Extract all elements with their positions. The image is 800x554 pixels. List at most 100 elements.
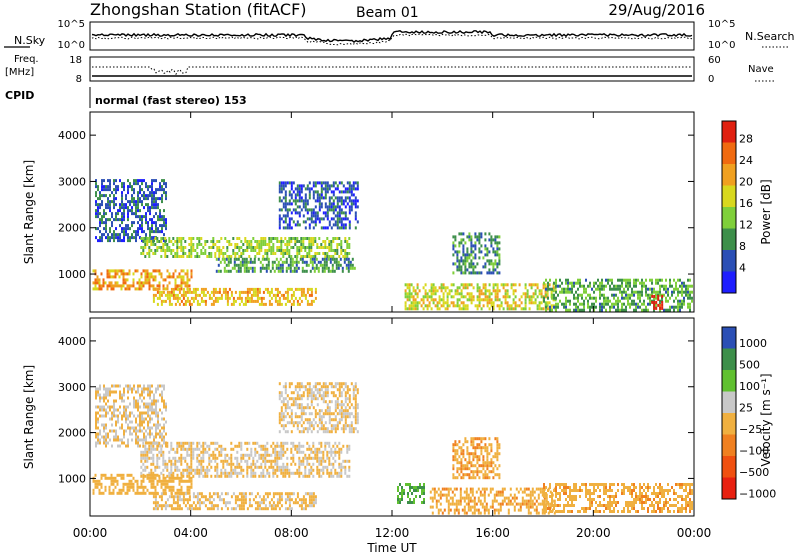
velocity-echo-region (152, 492, 317, 511)
velocity-echo-region (92, 473, 193, 495)
nave-label: Nave (748, 64, 774, 75)
time-axis-labels: 00:00 04:00 08:00 12:00 16:00 20:00 00:00 (73, 526, 712, 540)
time-tick-label: 16:00 (475, 526, 510, 540)
noise-tick-low: 10^0 (58, 40, 85, 51)
cpid-label: CPID (5, 89, 34, 102)
noise-tick-high: 10^5 (58, 19, 85, 30)
time-tick-label: 04:00 (173, 526, 208, 540)
velocity-colorbar-segment (722, 413, 736, 435)
velocity-ytick-label: 1000 (58, 472, 86, 485)
power-echo-region (278, 181, 359, 230)
station-title: Zhongshan Station (fitACF) (90, 0, 307, 19)
date-label: 29/Aug/2016 (608, 1, 705, 19)
velocity-echo-region (140, 441, 351, 478)
power-colorbar-label: Power [dB] (759, 179, 773, 244)
freq-unit: [MHz] (5, 67, 34, 78)
power-colorbar-segment (722, 164, 736, 186)
time-tick-label: 00:00 (73, 526, 108, 540)
velocity-echo-region (543, 483, 693, 513)
velocity-ytick-label: 3000 (58, 381, 86, 394)
power-echo-region (215, 257, 356, 273)
velocity-colorbar-tick: −500 (739, 466, 769, 479)
power-colorbar-tick: 12 (739, 219, 753, 232)
velocity-echo-region (397, 483, 425, 504)
power-colorbar-tick: 20 (739, 176, 753, 189)
nsky-label: N.Sky (14, 34, 46, 47)
velocity-colorbar-frame (721, 326, 737, 500)
velocity-colorbar-segment (722, 477, 736, 499)
power-range-ticks: 1000 2000 3000 4000 (58, 129, 694, 281)
power-echo-layer (92, 179, 693, 312)
power-colorbar-tick: 8 (739, 240, 746, 253)
velocity-echo-region (429, 487, 556, 515)
cpid-text: normal (fast stereo) 153 (95, 94, 247, 107)
power-colorbar-tick: 4 (739, 262, 746, 275)
velocity-colorbar-segment (722, 370, 736, 392)
nsearch-trace (91, 33, 693, 46)
power-colorbar-segment (722, 271, 736, 293)
velocity-colorbar-segment (722, 348, 736, 370)
power-time-ticks (89, 112, 695, 312)
velocity-colorbar-tick: 100 (739, 380, 760, 393)
power-ytick-label: 3000 (58, 175, 86, 188)
velocity-colorbar-segment (722, 327, 736, 349)
power-echo-region (152, 287, 317, 306)
velocity-colorbar: 1000 500 100 25 −25 −100 −500 −1000 (721, 326, 776, 500)
power-colorbar-tick: 24 (739, 154, 753, 167)
power-colorbar-segment (722, 250, 736, 272)
power-echo-region (651, 294, 664, 310)
velocity-time-ticks (89, 318, 695, 516)
power-colorbar: 4 8 12 16 20 24 28 (721, 120, 753, 294)
time-tick-label: 00:00 (677, 526, 712, 540)
velocity-colorbar-tick: 25 (739, 401, 753, 414)
nave-trace (92, 66, 692, 76)
power-echo-region (404, 283, 557, 311)
power-colorbar-segment (722, 228, 736, 250)
noise-panel (89, 21, 695, 51)
freq-tick-high: 18 (69, 55, 82, 66)
time-tick-label: 20:00 (576, 526, 611, 540)
freq-label: Freq. (14, 54, 39, 65)
velocity-ylabel: Slant Range [km] (22, 365, 36, 469)
nsearch-label: N.Search (745, 30, 795, 43)
velocity-range-ticks: 1000 2000 3000 4000 (58, 335, 694, 485)
power-colorbar-tick: 16 (739, 197, 753, 210)
power-ytick-label: 4000 (58, 129, 86, 142)
velocity-colorbar-segment (722, 434, 736, 456)
velocity-echo-region (95, 384, 167, 448)
power-colorbar-segment (722, 185, 736, 207)
nave-tick-low: 0 (708, 74, 714, 85)
power-echo-region (543, 278, 693, 312)
power-colorbar-segment (722, 121, 736, 143)
power-ytick-label: 1000 (58, 268, 86, 281)
velocity-echo-layer (92, 382, 693, 515)
time-axis-title: Time UT (366, 541, 417, 554)
velocity-colorbar-tick: −25 (739, 423, 762, 436)
power-colorbar-segment (722, 142, 736, 164)
power-echo-region (452, 232, 501, 275)
velocity-echo-region (452, 437, 501, 480)
power-colorbar-tick: 28 (739, 133, 753, 146)
velocity-colorbar-tick: 1000 (739, 337, 767, 350)
power-echo-region (95, 179, 167, 243)
velocity-echo-region (278, 382, 359, 434)
noise-tick-low-right: 10^0 (708, 40, 735, 51)
freq-tick-low: 8 (76, 74, 82, 85)
velocity-colorbar-tick: −1000 (739, 487, 776, 500)
velocity-colorbar-segment (722, 456, 736, 478)
power-colorbar-frame (721, 120, 737, 294)
nave-tick-high: 60 (708, 55, 721, 66)
velocity-colorbar-tick: 500 (739, 358, 760, 371)
beam-label: Beam 01 (356, 5, 419, 21)
power-echo-region (140, 237, 351, 258)
velocity-colorbar-label: Velocity [m s⁻¹] (759, 373, 773, 466)
nsky-trace (91, 30, 693, 43)
power-ytick-label: 2000 (58, 222, 86, 235)
power-colorbar-segment (722, 207, 736, 229)
noise-tick-high-right: 10^5 (708, 19, 735, 30)
velocity-ytick-label: 4000 (58, 335, 86, 348)
time-tick-label: 08:00 (274, 526, 309, 540)
time-tick-label: 12:00 (375, 526, 410, 540)
power-ylabel: Slant Range [km] (22, 160, 36, 264)
